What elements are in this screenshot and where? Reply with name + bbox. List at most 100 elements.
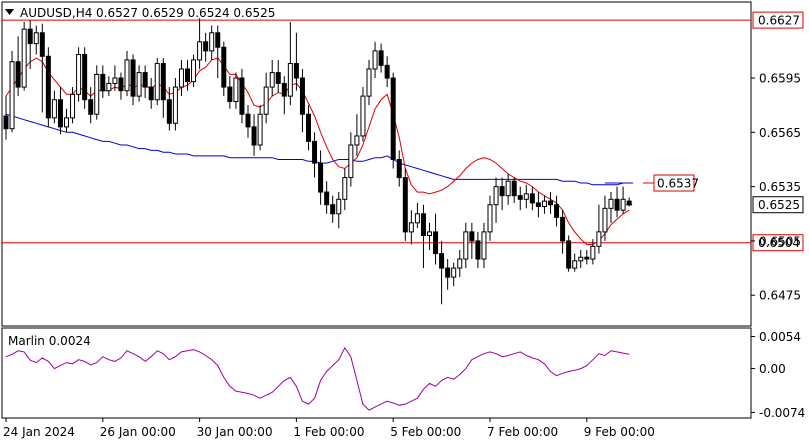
candle-body <box>15 61 21 88</box>
candlestick-series <box>3 18 632 305</box>
candle <box>469 222 475 260</box>
candle-body <box>312 140 318 164</box>
candle-body <box>433 231 439 255</box>
candle-body <box>360 95 366 137</box>
candle-body <box>221 46 227 88</box>
candle-body <box>185 68 190 83</box>
candle-body <box>88 99 94 115</box>
candle-body <box>487 204 493 233</box>
candle <box>584 249 590 265</box>
candle <box>420 204 426 269</box>
candle <box>414 202 420 229</box>
candle-body <box>372 50 378 70</box>
candle-body <box>384 64 390 79</box>
candle <box>154 58 160 106</box>
candle-body <box>136 72 142 97</box>
candle <box>106 76 112 97</box>
candle-body <box>427 231 432 236</box>
level-marker-label: 0.6537 <box>657 177 699 191</box>
candle <box>566 235 572 272</box>
candle <box>481 222 487 269</box>
candle <box>427 222 432 250</box>
candle <box>590 239 596 265</box>
candle <box>203 32 209 62</box>
candle-body <box>57 99 63 128</box>
candle-body <box>572 260 578 269</box>
candle-body <box>584 256 590 260</box>
candle-body <box>251 126 257 146</box>
hline-label-0: 0.6627 <box>758 14 800 28</box>
candle-body <box>608 198 614 209</box>
candle-body <box>306 113 311 142</box>
candle-body <box>112 77 118 84</box>
blue-moving-average <box>5 113 630 186</box>
candle-body <box>172 86 178 124</box>
oscillator-panel-frame <box>1 327 752 419</box>
candle-body <box>118 77 124 92</box>
dropdown-triangle-icon[interactable] <box>5 9 14 15</box>
candle <box>408 210 414 245</box>
candle <box>608 192 614 223</box>
oscillator-axis: 0.0054 0.00 -0.0074 <box>751 330 805 420</box>
candle-body <box>378 50 384 66</box>
candle-body <box>463 231 469 260</box>
candle <box>439 240 445 305</box>
candle <box>88 87 94 124</box>
candle-body <box>620 198 626 211</box>
candle <box>269 59 275 97</box>
current-price-box <box>752 196 804 214</box>
time-tick-label: 9 Feb 00:00 <box>584 425 655 439</box>
candle-body <box>299 77 305 115</box>
candle-body <box>348 144 354 179</box>
candle-body <box>439 253 445 269</box>
candle-body <box>76 53 82 95</box>
candle <box>70 87 76 124</box>
candle-body <box>21 28 27 88</box>
oscillator-label: Marlin 0.0024 <box>8 334 91 348</box>
candle <box>396 150 402 187</box>
candle <box>360 87 366 142</box>
time-tick-label: 1 Feb 00:00 <box>293 425 364 439</box>
candle <box>463 222 469 269</box>
candle <box>3 96 9 140</box>
candle-body <box>420 213 426 236</box>
price-axis: 0.6595 0.6565 0.6535 0.6505 0.6475 0.6525 <box>626 72 804 303</box>
candle <box>402 168 408 241</box>
candle-body <box>293 63 299 79</box>
candle-body <box>566 240 572 269</box>
candle <box>227 76 233 109</box>
candle <box>112 65 118 91</box>
candle-body <box>457 258 463 269</box>
candle-body <box>614 198 620 211</box>
candle <box>299 68 305 133</box>
candle <box>596 204 602 254</box>
candle <box>529 186 535 211</box>
candle <box>64 108 69 133</box>
candle <box>541 195 547 214</box>
candle-body <box>535 202 541 208</box>
candle <box>130 54 136 106</box>
candle-body <box>396 158 402 179</box>
candle <box>215 25 221 79</box>
horizontal-lines: 0.6627 0.6504 <box>2 11 804 252</box>
candle-body <box>523 193 529 200</box>
candle-body <box>3 115 9 130</box>
candle <box>33 25 39 55</box>
candle <box>348 132 354 187</box>
candle <box>263 72 269 124</box>
candle <box>433 213 439 265</box>
candle <box>560 210 566 254</box>
candle-body <box>269 72 275 88</box>
candle-body <box>166 99 172 124</box>
candle-body <box>130 59 136 97</box>
candle-body <box>51 99 57 119</box>
candle-body <box>481 231 487 260</box>
candle <box>27 20 33 69</box>
candle <box>45 47 51 127</box>
candle <box>21 21 27 91</box>
candle <box>602 195 608 241</box>
candle <box>257 105 263 151</box>
candle-body <box>209 32 215 52</box>
candle <box>39 23 45 113</box>
candle <box>511 177 517 203</box>
